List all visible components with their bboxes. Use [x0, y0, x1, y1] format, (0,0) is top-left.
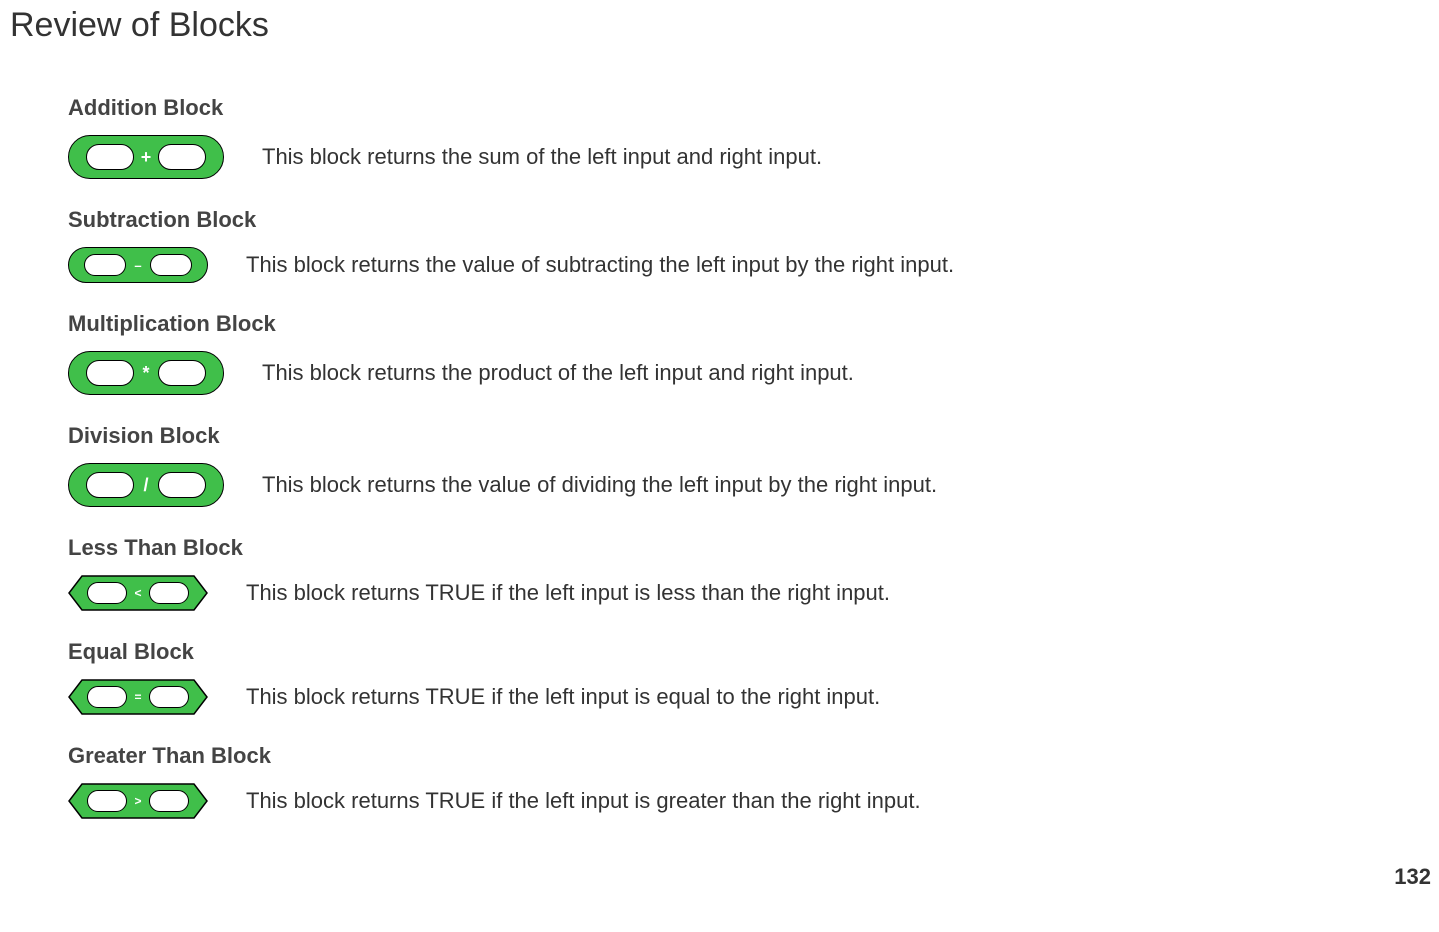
- left-input-pill: [86, 144, 134, 170]
- block-heading: Subtraction Block: [68, 207, 1439, 233]
- right-input-pill: [149, 790, 189, 812]
- block-description: This block returns the sum of the left i…: [262, 144, 822, 170]
- block-row: < This block returns TRUE if the left in…: [68, 575, 1439, 611]
- block-section-multiplication: Multiplication Block * This block return…: [68, 311, 1439, 395]
- left-input-pill: [87, 686, 127, 708]
- block-description: This block returns TRUE if the left inpu…: [246, 580, 890, 606]
- block-description: This block returns the value of dividing…: [262, 472, 937, 498]
- block-heading: Multiplication Block: [68, 311, 1439, 337]
- greater-than-block-icon: >: [68, 783, 208, 819]
- right-input-pill: [158, 360, 206, 386]
- block-row: / This block returns the value of dividi…: [68, 463, 1439, 507]
- operator-symbol: /: [140, 475, 152, 496]
- multiplication-block-icon: *: [68, 351, 224, 395]
- right-input-pill: [150, 254, 192, 276]
- operator-symbol: <: [133, 586, 143, 600]
- subtraction-block-icon: –: [68, 247, 208, 283]
- block-section-division: Division Block / This block returns the …: [68, 423, 1439, 507]
- equal-block-icon: =: [68, 679, 208, 715]
- left-input-pill: [84, 254, 126, 276]
- left-input-pill: [87, 582, 127, 604]
- addition-block-icon: +: [68, 135, 224, 179]
- block-description: This block returns the value of subtract…: [246, 252, 954, 278]
- right-input-pill: [158, 472, 206, 498]
- block-row: = This block returns TRUE if the left in…: [68, 679, 1439, 715]
- block-row: – This block returns the value of subtra…: [68, 247, 1439, 283]
- block-heading: Greater Than Block: [68, 743, 1439, 769]
- block-section-greater-than: Greater Than Block > This block returns …: [68, 743, 1439, 819]
- block-heading: Equal Block: [68, 639, 1439, 665]
- left-input-pill: [86, 360, 134, 386]
- block-heading: Addition Block: [68, 95, 1439, 121]
- right-input-pill: [158, 144, 206, 170]
- blocks-list: Addition Block + This block returns the …: [0, 45, 1439, 819]
- page-number: 132: [1394, 864, 1431, 890]
- left-input-pill: [87, 790, 127, 812]
- page-title: Review of Blocks: [0, 0, 1439, 45]
- division-block-icon: /: [68, 463, 224, 507]
- block-description: This block returns TRUE if the left inpu…: [246, 788, 921, 814]
- operator-symbol: *: [140, 363, 152, 384]
- block-section-subtraction: Subtraction Block – This block returns t…: [68, 207, 1439, 283]
- block-section-equal: Equal Block = This block returns TRUE if…: [68, 639, 1439, 715]
- right-input-pill: [149, 582, 189, 604]
- block-heading: Less Than Block: [68, 535, 1439, 561]
- block-row: * This block returns the product of the …: [68, 351, 1439, 395]
- block-description: This block returns TRUE if the left inpu…: [246, 684, 880, 710]
- block-description: This block returns the product of the le…: [262, 360, 854, 386]
- block-section-less-than: Less Than Block < This block returns TRU…: [68, 535, 1439, 611]
- block-heading: Division Block: [68, 423, 1439, 449]
- operator-symbol: –: [132, 258, 144, 273]
- operator-symbol: +: [140, 147, 152, 168]
- left-input-pill: [86, 472, 134, 498]
- block-row: > This block returns TRUE if the left in…: [68, 783, 1439, 819]
- operator-symbol: >: [133, 794, 143, 808]
- block-section-addition: Addition Block + This block returns the …: [68, 95, 1439, 179]
- less-than-block-icon: <: [68, 575, 208, 611]
- right-input-pill: [149, 686, 189, 708]
- operator-symbol: =: [133, 690, 143, 704]
- block-row: + This block returns the sum of the left…: [68, 135, 1439, 179]
